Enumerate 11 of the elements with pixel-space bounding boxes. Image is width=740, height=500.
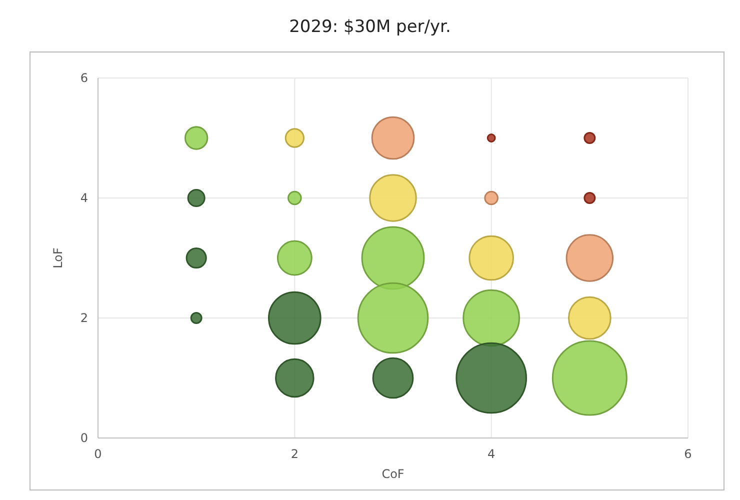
y-tick-label: 4 bbox=[80, 191, 88, 205]
x-axis-title: CoF bbox=[382, 467, 404, 481]
x-tick-label: 2 bbox=[290, 447, 298, 461]
y-tick-label: 0 bbox=[80, 431, 88, 445]
chart-title: 2029: $30M per/yr. bbox=[289, 17, 451, 37]
y-axis-title: LoF bbox=[51, 248, 65, 268]
x-tick-label: 0 bbox=[94, 447, 102, 461]
y-tick-label: 6 bbox=[80, 71, 88, 85]
y-tick-label: 2 bbox=[80, 311, 88, 325]
x-tick-label: 4 bbox=[488, 447, 496, 461]
x-tick-label: 6 bbox=[684, 447, 692, 461]
